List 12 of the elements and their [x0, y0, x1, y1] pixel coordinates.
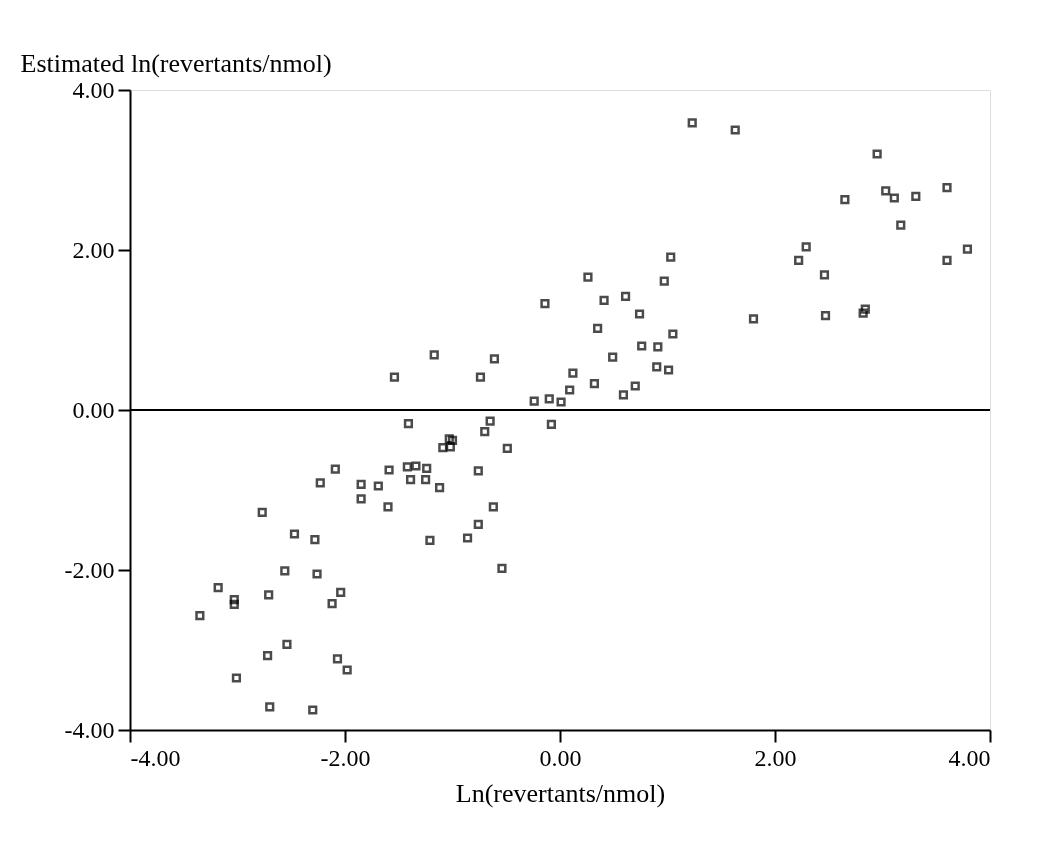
- y-tick-label: 2.00: [72, 236, 115, 263]
- x-tick-label: -2.00: [320, 744, 371, 771]
- y-tick-label: 4.00: [72, 76, 115, 103]
- x-axis-title: Ln(revertants/nmol): [455, 778, 666, 808]
- x-tick-label: -4.00: [130, 744, 181, 771]
- x-tick-label: 0.00: [539, 744, 582, 771]
- y-tick-label: -4.00: [64, 716, 115, 743]
- y-tick-label: 0.00: [72, 396, 115, 423]
- x-tick-label: 4.00: [948, 744, 991, 771]
- y-tick-label: -2.00: [64, 556, 115, 583]
- x-tick-label: 2.00: [754, 744, 797, 771]
- y-axis-title: Estimated ln(revertants/nmol): [20, 48, 332, 78]
